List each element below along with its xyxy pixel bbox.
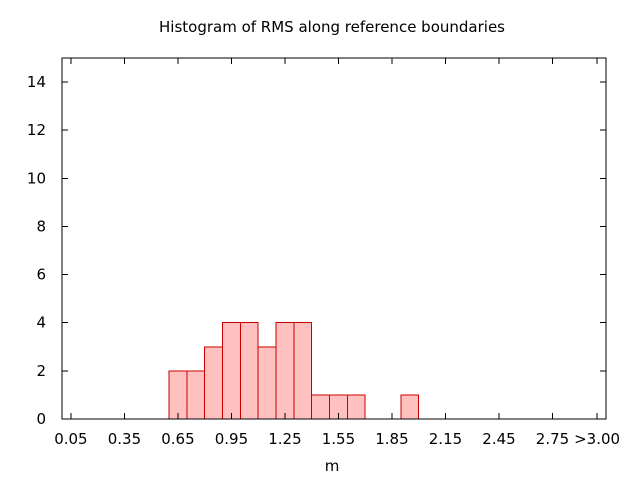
x-axis: 0.05 0.35 0.65 0.95 1.25 1.55 1.85 2.15 2.45 2.75… — [54, 58, 620, 448]
x-tick-label: >3.00 — [574, 430, 620, 448]
histogram-bar-3 — [222, 322, 241, 420]
histogram-bar-0 — [168, 370, 188, 420]
plot-frame — [61, 57, 607, 420]
y-tick-label: 8 — [36, 217, 46, 235]
x-tick-label: 1.55 — [322, 430, 355, 448]
y-tick-label: 6 — [36, 266, 46, 284]
x-tick-label: 0.95 — [215, 430, 248, 448]
histogram-bar-5 — [257, 346, 277, 420]
chart-title: Histogram of RMS along reference boundar… — [159, 18, 505, 36]
bars-group — [168, 322, 420, 420]
x-tick-label: 0.65 — [161, 430, 194, 448]
x-tick-label: 0.35 — [108, 430, 141, 448]
x-tick-label: 1.85 — [375, 430, 408, 448]
histogram-bar-2 — [204, 346, 223, 420]
x-axis-label: m — [325, 457, 340, 475]
y-tick-label: 10 — [27, 169, 46, 187]
y-tick-label: 12 — [27, 121, 46, 139]
histogram-bar-11 — [400, 394, 420, 420]
x-tick-label: 2.75 — [536, 430, 569, 448]
histogram-bar-8 — [311, 394, 331, 420]
y-tick-label: 4 — [36, 314, 46, 332]
x-tick-label: 0.05 — [54, 430, 87, 448]
y-tick-label: 0 — [36, 410, 46, 428]
x-tick-label: 2.45 — [482, 430, 515, 448]
histogram-bar-7 — [293, 322, 313, 420]
y-tick-label: 14 — [27, 73, 46, 91]
y-axis: 0 2 4 6 8 10 12 14 — [27, 73, 606, 428]
histogram-bar-4 — [239, 322, 259, 420]
x-tick-label: 2.15 — [429, 430, 462, 448]
histogram-bar-1 — [186, 370, 206, 420]
histogram-bar-10 — [346, 394, 366, 420]
y-tick-label: 2 — [36, 362, 46, 380]
histogram-bar-6 — [275, 322, 295, 420]
x-tick-label: 1.25 — [268, 430, 301, 448]
